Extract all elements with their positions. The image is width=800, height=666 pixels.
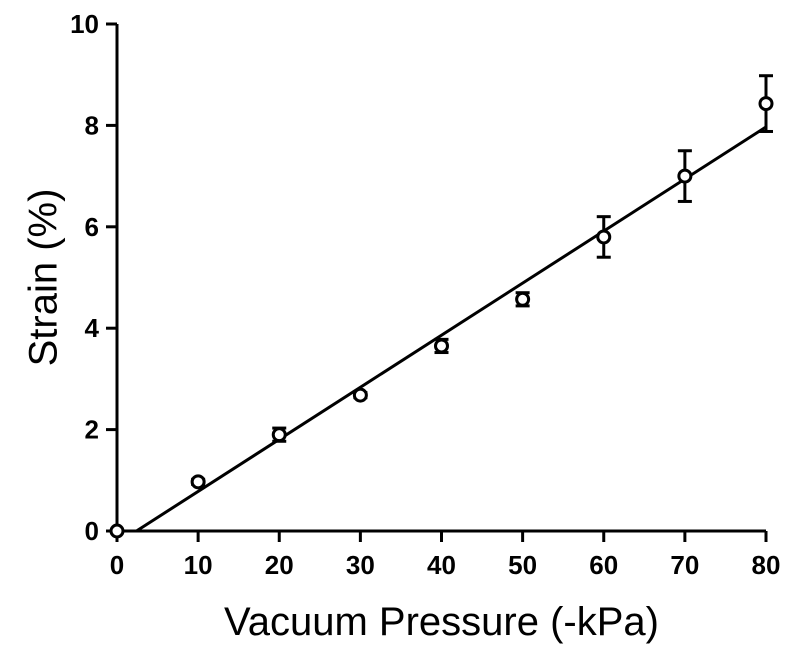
x-tick-label: 40 <box>427 550 456 580</box>
y-tick-label: 2 <box>85 415 99 445</box>
x-tick-label: 50 <box>508 550 537 580</box>
y-tick-label: 10 <box>70 9 99 39</box>
error-bars <box>191 74 773 486</box>
data-point <box>434 338 449 354</box>
x-axis-title: Vacuum Pressure (-kPa) <box>224 600 659 644</box>
x-axis-ticks: 0 10 20 30 40 50 60 70 80 <box>110 531 781 580</box>
x-tick-label: 0 <box>110 550 124 580</box>
data-points <box>109 96 774 539</box>
regression-line <box>135 125 767 533</box>
data-point <box>596 229 612 245</box>
y-axis-title: Strain (%) <box>22 189 66 367</box>
x-tick-label: 80 <box>752 550 781 580</box>
x-tick-label: 30 <box>346 550 375 580</box>
data-point <box>515 291 531 307</box>
y-tick-label: 0 <box>85 516 99 546</box>
data-point <box>109 523 125 539</box>
data-point <box>352 387 368 403</box>
y-axis-ticks: 0 2 4 6 8 10 <box>70 9 117 546</box>
x-tick-label: 20 <box>265 550 294 580</box>
data-point <box>677 168 693 184</box>
data-point <box>271 427 287 443</box>
x-tick-label: 10 <box>184 550 213 580</box>
x-tick-label: 70 <box>670 550 699 580</box>
y-tick-label: 8 <box>85 110 99 140</box>
data-point <box>190 474 206 490</box>
data-point <box>758 96 774 112</box>
y-tick-label: 6 <box>85 212 99 242</box>
y-tick-label: 4 <box>85 313 100 343</box>
x-tick-label: 60 <box>589 550 618 580</box>
